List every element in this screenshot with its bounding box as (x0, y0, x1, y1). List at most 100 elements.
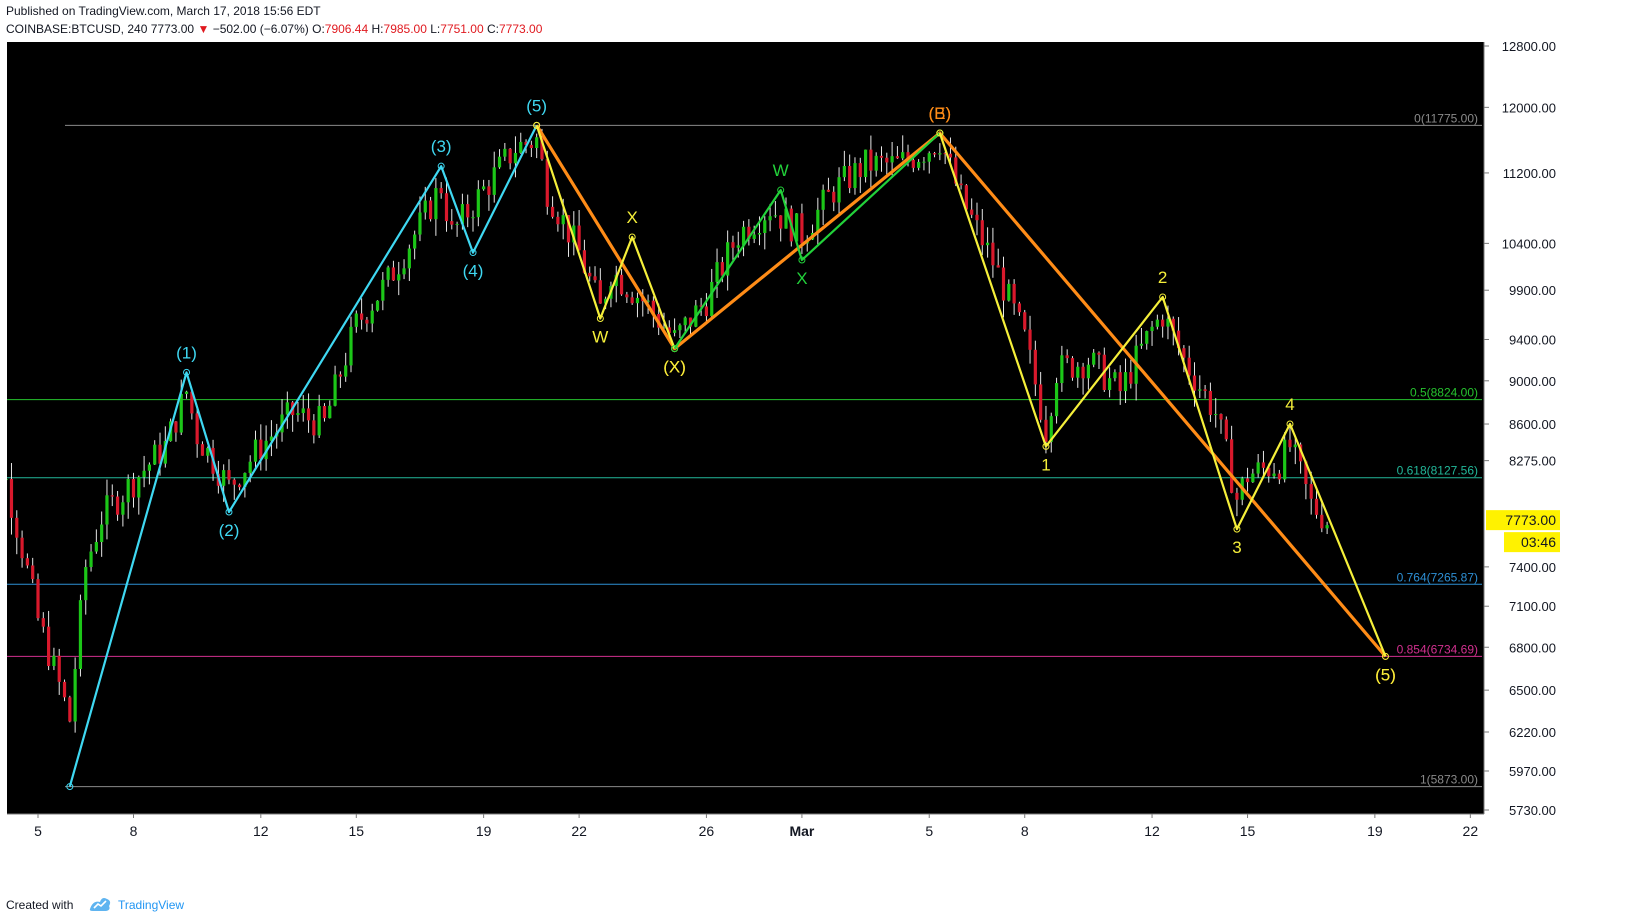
wave-label: X (796, 269, 807, 288)
candle-body (954, 157, 958, 184)
candle-body (917, 161, 921, 168)
close-value: 7773.00 (499, 22, 543, 36)
candle-body (932, 153, 937, 155)
candle-body (535, 137, 539, 149)
candle-body (84, 567, 88, 601)
candle-body (588, 272, 592, 277)
candle-body (895, 156, 900, 159)
candle-body (519, 141, 523, 153)
candle-body (673, 330, 677, 333)
candle-body (550, 206, 555, 217)
candle-body (428, 200, 433, 220)
candle-body (248, 461, 252, 473)
candle-body (460, 204, 464, 224)
candle-body (1001, 267, 1006, 301)
last-price-tag (1486, 510, 1560, 531)
candle-body (858, 163, 862, 178)
candle-body (131, 478, 136, 498)
price-tick-label: 9400.00 (1509, 332, 1556, 347)
candle-body (848, 166, 852, 189)
candle-body (1086, 364, 1090, 379)
candle-body (524, 141, 528, 145)
wave-pivot (225, 508, 233, 516)
candle-body (545, 159, 549, 207)
time-tick-label: 5 (925, 823, 933, 839)
candle-body (1145, 331, 1149, 344)
candle-body (901, 152, 905, 159)
candle-body (773, 215, 777, 217)
candle-body (312, 420, 316, 436)
time-tick-label: 12 (253, 823, 269, 839)
candle-body (492, 167, 496, 195)
candle-body (1277, 473, 1281, 480)
candle-body (375, 300, 380, 311)
candle-body (964, 185, 968, 210)
candle-body (391, 267, 396, 281)
last-price: 7773.00 (150, 22, 195, 36)
candle-body (68, 697, 72, 722)
candle-body (31, 565, 35, 580)
wave-pivot (936, 129, 944, 137)
candle-body (1309, 484, 1313, 499)
candle-body (354, 313, 358, 327)
candle-body (147, 464, 152, 471)
candle-body (556, 216, 560, 225)
candle-body (1198, 389, 1202, 391)
fib-level-label: 0(11775.00) (1414, 111, 1478, 125)
candle-body (360, 313, 364, 320)
candle-body (874, 155, 878, 171)
candle-body (1023, 312, 1027, 330)
candle-body (184, 391, 189, 394)
wave-line-yellow-1 (535, 124, 676, 349)
time-tick-label: 22 (571, 823, 587, 839)
candle-body (1288, 439, 1292, 448)
time-tick-label: 12 (1144, 823, 1160, 839)
candle-body (1065, 355, 1069, 359)
candle-body (683, 317, 687, 326)
candle-body (174, 421, 178, 433)
candle-body (1272, 473, 1276, 477)
candle-body (105, 495, 109, 525)
candle-body (980, 220, 984, 246)
candle-body (922, 161, 926, 163)
candle-body (1049, 416, 1053, 442)
candle-body (1224, 419, 1228, 440)
candle-body (1028, 329, 1032, 350)
price-tick-label: 12000.00 (1502, 100, 1556, 115)
price-tick-label: 12800.00 (1502, 42, 1556, 54)
candle-body (577, 225, 581, 251)
candle-body (487, 186, 491, 195)
tradingview-brand[interactable]: TradingView (118, 898, 185, 912)
candle-body (439, 188, 443, 194)
chart-area[interactable]: 0(11775.00) 0.5(8824.00) 0.618(8127.56) 0.7… (0, 39, 1565, 887)
candle-body (1017, 303, 1022, 313)
published-info: Published on TradingView.com, March 17, … (6, 4, 321, 18)
candle-body (1187, 357, 1191, 376)
open-value: 7906.44 (324, 22, 369, 36)
price-tick-label: 8600.00 (1509, 417, 1556, 432)
price-tick-label: 8275.00 (1509, 454, 1556, 469)
time-tick-label: 19 (476, 823, 492, 839)
wave-pivot (66, 783, 74, 791)
symbol-name[interactable]: COINBASE:BTCUSD, 240 (6, 22, 148, 36)
time-scale-background (7, 814, 1565, 887)
candle-body (285, 402, 289, 415)
wave-label: 2 (1158, 268, 1167, 287)
candle-body (349, 326, 353, 366)
wave-pivot (469, 249, 477, 257)
close-label: C: (487, 22, 499, 36)
candle-body (471, 217, 475, 219)
candle-body (1314, 498, 1319, 515)
wave-pivot (1233, 525, 1241, 533)
wave-label: (3) (431, 137, 452, 156)
candle-body (1208, 390, 1213, 415)
fib-level-label: 0.5(8824.00) (1410, 386, 1478, 400)
candle-body (47, 626, 51, 667)
open-label: O: (312, 22, 325, 36)
candle-body (879, 155, 884, 158)
candle-body (948, 153, 953, 158)
candle-body (646, 300, 650, 302)
price-tick-label: 6800.00 (1509, 640, 1556, 655)
candle-body (890, 156, 894, 163)
candle-body (863, 149, 868, 178)
